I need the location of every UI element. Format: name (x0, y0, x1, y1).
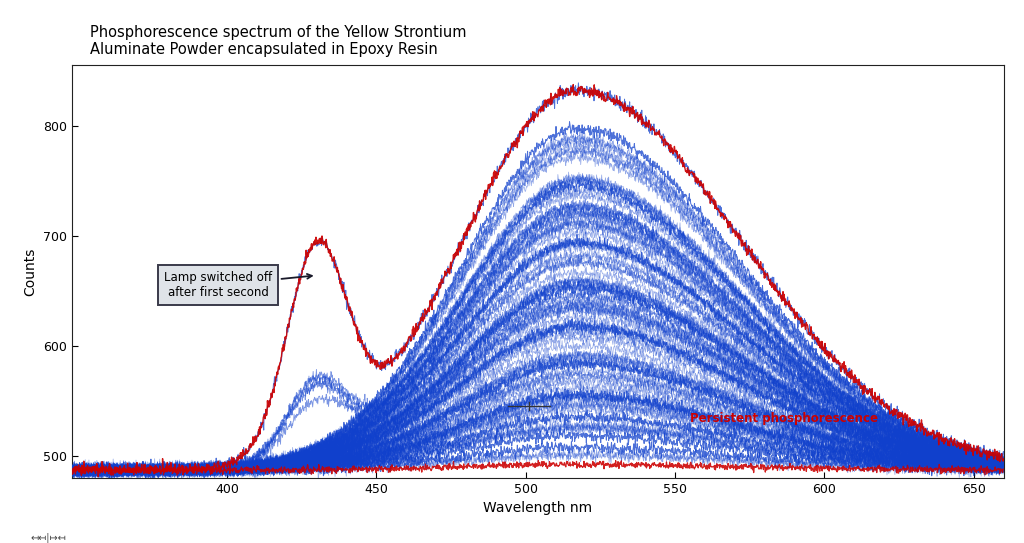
X-axis label: Wavelength nm: Wavelength nm (483, 501, 592, 515)
Text: Persistent phosphorescence: Persistent phosphorescence (690, 412, 878, 425)
Text: Phosphorescence spectrum of the Yellow Strontium
Aluminate Powder encapsulated i: Phosphorescence spectrum of the Yellow S… (90, 24, 467, 57)
Text: Lamp switched off
after first second: Lamp switched off after first second (164, 272, 312, 299)
Y-axis label: Counts: Counts (24, 247, 37, 296)
Text: ↤↤|↦↤: ↤↤|↦↤ (31, 532, 67, 543)
